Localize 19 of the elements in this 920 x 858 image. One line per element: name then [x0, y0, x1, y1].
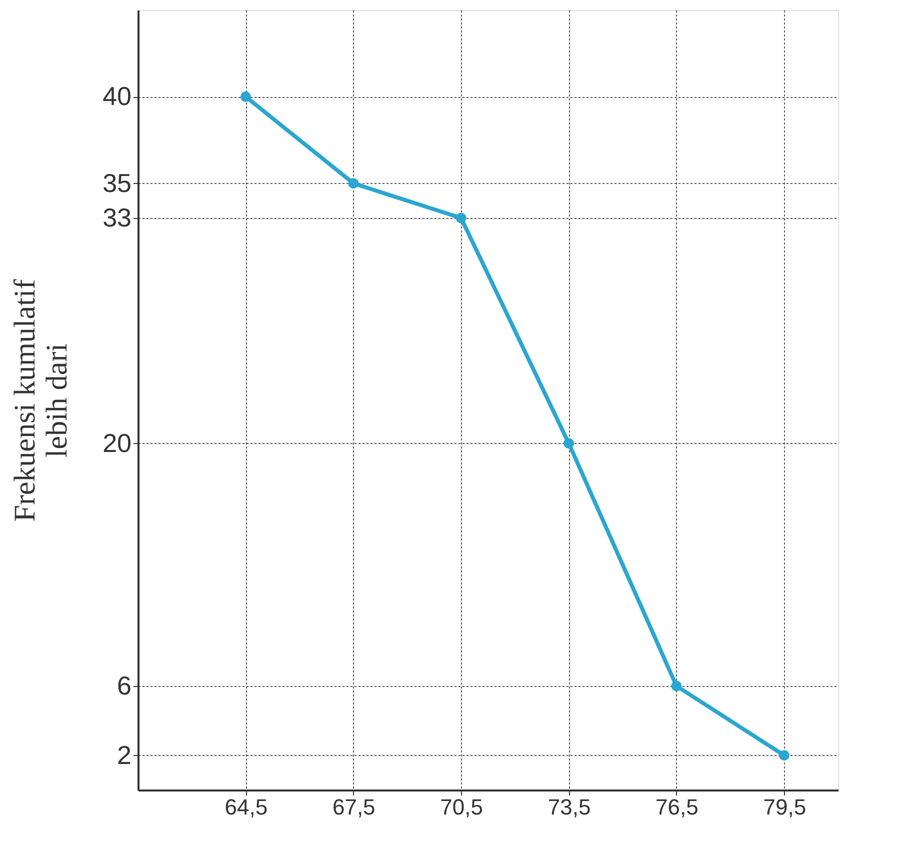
y-tick-label: 20	[102, 428, 132, 458]
point	[456, 212, 466, 224]
y-tick-label: 2	[117, 740, 132, 770]
y-axis-title: Frekuensi kumulatif lebih dari	[8, 279, 74, 522]
x-tick-label: 70,5	[440, 794, 483, 820]
x-tick-label: 76,5	[656, 794, 698, 820]
y-tick-label: 35	[102, 168, 132, 198]
x-tick-label: 79,5	[763, 794, 806, 820]
x-tick-label: 73,5	[548, 794, 591, 820]
y-tick-label: 40	[102, 81, 132, 112]
point	[240, 91, 251, 102]
point	[564, 438, 574, 449]
y-tick-label: 6	[117, 670, 132, 700]
point	[671, 680, 682, 692]
x-tick-label: 64,5	[224, 794, 268, 820]
y-tick-label: 33	[102, 202, 132, 232]
x-tick-label: 67,5	[332, 794, 376, 820]
point	[778, 750, 790, 761]
point	[348, 178, 359, 189]
